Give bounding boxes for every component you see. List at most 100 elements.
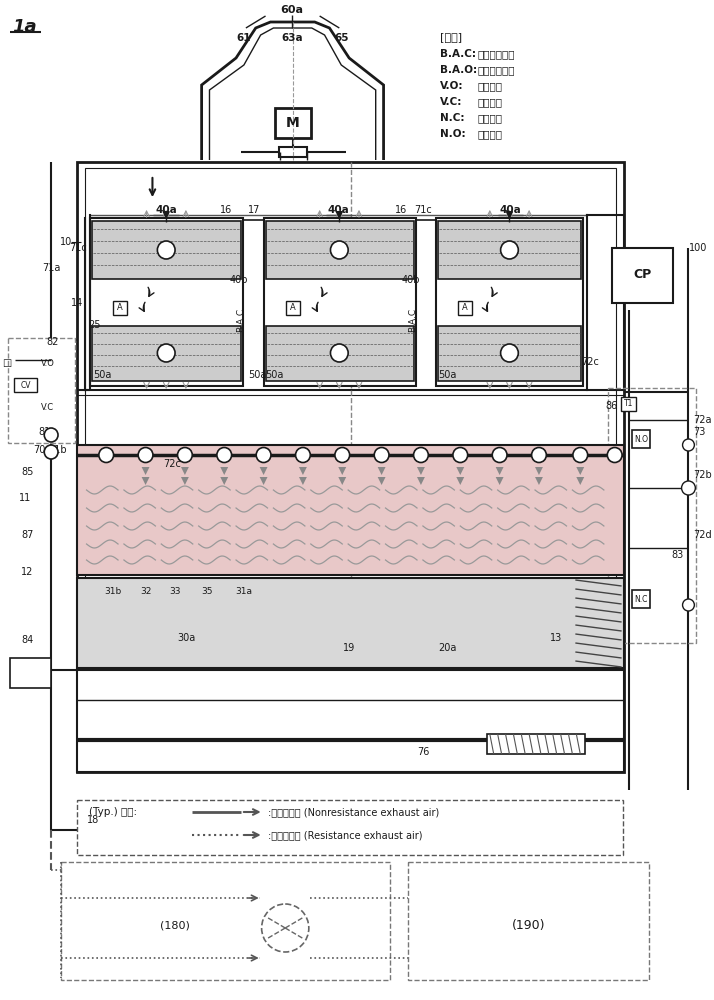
Text: :有阻力排气 (Resistance exhaust air): :有阻力排气 (Resistance exhaust air) <box>268 830 422 840</box>
Text: 71a: 71a <box>43 263 61 273</box>
Polygon shape <box>141 467 149 475</box>
Text: 16: 16 <box>395 205 408 215</box>
Circle shape <box>374 448 389 462</box>
Text: CV: CV <box>20 380 31 389</box>
Text: 19: 19 <box>343 643 356 653</box>
Text: 73: 73 <box>693 427 705 437</box>
Polygon shape <box>456 477 464 485</box>
Polygon shape <box>15 355 34 375</box>
Text: V.O: V.O <box>41 359 55 367</box>
Bar <box>84 168 615 766</box>
Circle shape <box>178 448 192 462</box>
Text: 84: 84 <box>21 635 34 645</box>
Text: 40a: 40a <box>328 205 349 215</box>
Text: :无阻力排气 (Nonresistance exhaust air): :无阻力排气 (Nonresistance exhaust air) <box>268 807 439 817</box>
Text: B.A.C:: B.A.C: <box>440 49 476 59</box>
Text: □: □ <box>2 358 11 368</box>
Text: 16: 16 <box>220 205 232 215</box>
Circle shape <box>217 448 231 462</box>
Text: 旁通空气打开: 旁通空气打开 <box>477 65 515 75</box>
Circle shape <box>682 481 695 495</box>
Circle shape <box>573 448 588 462</box>
Bar <box>76 670 623 772</box>
Circle shape <box>331 344 348 362</box>
Text: 72a: 72a <box>693 415 712 425</box>
Circle shape <box>296 448 311 462</box>
Bar <box>10 658 51 688</box>
Text: 50a: 50a <box>94 370 112 380</box>
Text: 86: 86 <box>605 401 618 411</box>
Bar <box>92 326 241 381</box>
Text: B.A.O:: B.A.O: <box>440 65 477 75</box>
Text: 阀门关闭: 阀门关闭 <box>477 97 502 107</box>
Text: (Typ.) 符号:: (Typ.) 符号: <box>89 807 136 817</box>
Text: 18: 18 <box>87 815 99 825</box>
Text: 17: 17 <box>248 205 260 215</box>
Text: CP: CP <box>633 268 651 282</box>
Text: (180): (180) <box>160 921 190 931</box>
Bar <box>266 326 414 381</box>
Bar <box>612 248 673 303</box>
Circle shape <box>335 448 350 462</box>
Bar <box>113 301 127 315</box>
Bar <box>608 388 696 643</box>
Polygon shape <box>141 477 149 485</box>
Text: 25: 25 <box>88 320 101 330</box>
Polygon shape <box>15 397 34 417</box>
Text: A: A <box>463 304 468 312</box>
Text: 72d: 72d <box>693 530 712 540</box>
Text: A: A <box>290 304 296 312</box>
Bar <box>633 430 650 448</box>
Text: 50a: 50a <box>248 370 266 380</box>
Text: 40b: 40b <box>230 275 248 285</box>
Polygon shape <box>299 477 307 485</box>
Text: 65: 65 <box>334 33 348 43</box>
Text: 13: 13 <box>550 633 562 643</box>
Circle shape <box>532 448 546 462</box>
Circle shape <box>157 241 175 259</box>
Text: 11: 11 <box>19 493 31 503</box>
Polygon shape <box>378 477 386 485</box>
Text: 70: 70 <box>33 445 46 455</box>
Bar <box>438 221 581 279</box>
Bar <box>487 734 585 754</box>
Text: 60a: 60a <box>281 5 303 15</box>
Polygon shape <box>15 397 34 417</box>
Text: 76: 76 <box>417 747 429 757</box>
Text: N.C: N.C <box>635 594 648 603</box>
Bar <box>76 578 623 668</box>
Polygon shape <box>576 467 584 475</box>
Text: 35: 35 <box>201 587 212 596</box>
Bar <box>91 218 243 386</box>
Text: 72b: 72b <box>693 470 712 480</box>
Text: 31a: 31a <box>236 587 253 596</box>
Bar <box>279 147 307 157</box>
Polygon shape <box>535 477 543 485</box>
Bar <box>76 800 623 855</box>
Polygon shape <box>181 467 188 475</box>
Polygon shape <box>417 477 425 485</box>
Bar <box>620 397 636 411</box>
Text: 旁通空气关闭: 旁通空气关闭 <box>477 49 515 59</box>
Bar <box>408 862 649 980</box>
Text: 63a: 63a <box>281 33 303 43</box>
Text: B.A.C: B.A.C <box>236 308 246 332</box>
Circle shape <box>683 599 694 611</box>
Bar <box>61 862 391 980</box>
Text: 87: 87 <box>21 530 34 540</box>
Bar <box>8 338 75 443</box>
Text: 30a: 30a <box>178 633 196 643</box>
Text: 31b: 31b <box>104 587 121 596</box>
Polygon shape <box>299 467 307 475</box>
Bar <box>92 221 241 279</box>
Polygon shape <box>576 477 584 485</box>
Polygon shape <box>338 467 346 475</box>
Polygon shape <box>221 477 228 485</box>
Polygon shape <box>378 467 386 475</box>
Circle shape <box>157 344 175 362</box>
Polygon shape <box>417 467 425 475</box>
Bar <box>286 301 300 315</box>
Polygon shape <box>15 355 34 375</box>
Text: 正常打开: 正常打开 <box>477 129 502 139</box>
Text: N.O:: N.O: <box>440 129 466 139</box>
